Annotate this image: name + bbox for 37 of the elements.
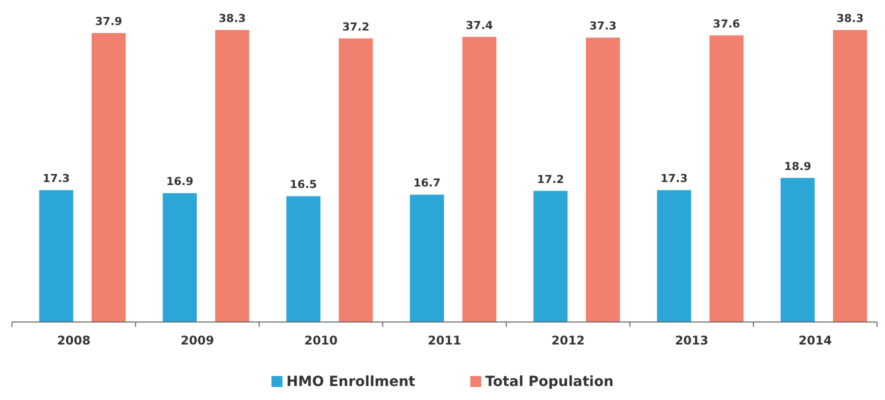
x-tick-label: 2008 [57,334,90,348]
data-label: 37.3 [589,20,617,33]
data-label: 37.6 [712,17,740,30]
data-label: 37.2 [342,20,370,34]
legend-label: HMO Enrollment [286,374,416,390]
data-label: 37.9 [95,15,122,28]
data-label: 37.4 [466,18,494,32]
bar [286,196,320,322]
bar [586,38,620,322]
bar [657,190,692,322]
x-tick-label: 2014 [798,334,832,348]
x-tick-label: 2013 [674,334,708,348]
bar [338,38,373,322]
bar [410,194,444,322]
bar [215,30,250,322]
bar [162,193,197,322]
x-tick-label: 2010 [304,334,338,348]
data-label: 17.2 [536,172,564,186]
bar [39,190,74,322]
bar [462,36,496,322]
bar [533,190,568,322]
data-label: 16.5 [290,178,317,192]
data-label: 18.9 [784,160,812,173]
bar [709,35,744,322]
x-tick-label: 2009 [180,334,214,348]
data-label: 16.7 [413,176,441,190]
data-label: 38.3 [218,12,246,25]
x-tick-label: 2011 [428,334,462,348]
data-label: 38.3 [836,12,864,25]
data-label: 16.9 [166,175,194,188]
data-label: 17.3 [42,172,70,186]
bar [92,33,126,322]
legend-label: Total Population [485,374,614,390]
data-label: 17.3 [660,172,688,186]
x-tick-label: 2012 [551,334,585,348]
bar [833,30,868,322]
bar [780,178,815,322]
